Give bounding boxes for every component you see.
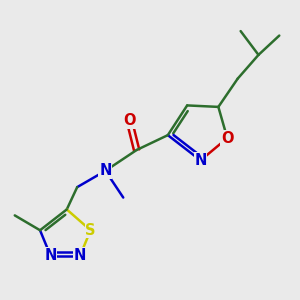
Text: S: S bbox=[85, 223, 96, 238]
Text: N: N bbox=[194, 153, 207, 168]
Text: N: N bbox=[99, 163, 112, 178]
Text: O: O bbox=[123, 113, 135, 128]
Text: O: O bbox=[221, 130, 233, 146]
Text: N: N bbox=[44, 248, 57, 263]
Text: N: N bbox=[74, 248, 86, 263]
